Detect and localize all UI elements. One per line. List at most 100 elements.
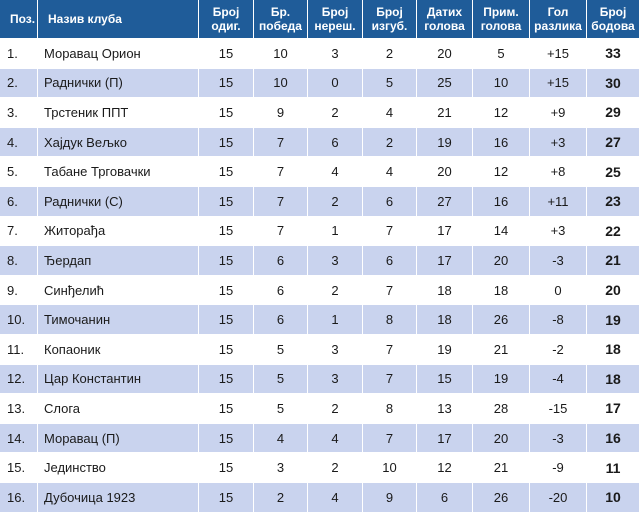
goals-for-cell: 19 bbox=[417, 127, 473, 158]
draws-cell: 1 bbox=[308, 305, 363, 335]
losses-cell: 8 bbox=[363, 305, 417, 335]
points-cell: 30 bbox=[587, 68, 640, 99]
draws-cell: 2 bbox=[308, 98, 363, 128]
losses-cell: 2 bbox=[363, 39, 417, 69]
position-cell: 16. bbox=[0, 482, 38, 513]
wins-cell: 3 bbox=[254, 453, 308, 483]
goals-for-cell: 18 bbox=[417, 275, 473, 306]
wins-cell: 10 bbox=[254, 68, 308, 99]
table-row: 3. Трстеник ППТ 15 9 2 4 21 12 +9 29 bbox=[0, 98, 640, 128]
goal-difference-cell: +3 bbox=[530, 216, 587, 247]
table-row: 7. Житорађа 15 7 1 7 17 14 +3 22 bbox=[0, 216, 640, 247]
wins-cell: 2 bbox=[254, 482, 308, 513]
goal-difference-cell: +9 bbox=[530, 98, 587, 128]
points-cell: 27 bbox=[587, 127, 640, 158]
played-cell: 15 bbox=[199, 364, 254, 395]
position-cell: 1. bbox=[0, 39, 38, 69]
goals-for-cell: 6 bbox=[417, 482, 473, 513]
goals-against-cell: 12 bbox=[473, 98, 530, 128]
table-row: 12. Цар Константин 15 5 3 7 15 19 -4 18 bbox=[0, 364, 640, 395]
table-row: 6. Раднички (С) 15 7 2 6 27 16 +11 23 bbox=[0, 186, 640, 217]
table-row: 14. Моравац (П) 15 4 4 7 17 20 -3 16 bbox=[0, 423, 640, 454]
played-cell: 15 bbox=[199, 334, 254, 365]
goals-for-cell: 13 bbox=[417, 394, 473, 424]
points-cell: 20 bbox=[587, 275, 640, 306]
goal-difference-cell: -2 bbox=[530, 334, 587, 365]
played-cell: 15 bbox=[199, 68, 254, 99]
position-cell: 13. bbox=[0, 394, 38, 424]
played-cell: 15 bbox=[199, 216, 254, 247]
points-cell: 18 bbox=[587, 334, 640, 365]
header-goals-against: Прим. голова bbox=[473, 0, 530, 39]
played-cell: 15 bbox=[199, 127, 254, 158]
header-wins: Бр. победа bbox=[254, 0, 308, 39]
header-club-name: Назив клуба bbox=[38, 0, 199, 39]
wins-cell: 5 bbox=[254, 334, 308, 365]
goals-against-cell: 26 bbox=[473, 482, 530, 513]
position-cell: 10. bbox=[0, 305, 38, 335]
goal-difference-cell: -3 bbox=[530, 246, 587, 276]
standings-body: 1. Моравац Орион 15 10 3 2 20 5 +15 33 2. Раднички … bbox=[0, 39, 640, 513]
points-cell: 19 bbox=[587, 305, 640, 335]
table-row: 9. Синђелић 15 6 2 7 18 18 0 20 bbox=[0, 275, 640, 306]
club-name-cell: Дубочица 1923 bbox=[38, 482, 199, 513]
losses-cell: 7 bbox=[363, 216, 417, 247]
goal-difference-cell: -9 bbox=[530, 453, 587, 483]
goal-difference-cell: +15 bbox=[530, 39, 587, 69]
wins-cell: 7 bbox=[254, 216, 308, 247]
table-row: 5. Табане Трговачки 15 7 4 4 20 12 +8 25 bbox=[0, 157, 640, 187]
losses-cell: 4 bbox=[363, 98, 417, 128]
club-name-cell: Тимочанин bbox=[38, 305, 199, 335]
club-name-cell: Трстеник ППТ bbox=[38, 98, 199, 128]
points-cell: 11 bbox=[587, 453, 640, 483]
draws-cell: 0 bbox=[308, 68, 363, 99]
club-name-cell: Моравац (П) bbox=[38, 423, 199, 454]
wins-cell: 7 bbox=[254, 127, 308, 158]
table-row: 2. Раднички (П) 15 10 0 5 25 10 +15 30 bbox=[0, 68, 640, 99]
position-cell: 7. bbox=[0, 216, 38, 247]
losses-cell: 7 bbox=[363, 275, 417, 306]
goals-against-cell: 21 bbox=[473, 334, 530, 365]
losses-cell: 4 bbox=[363, 157, 417, 187]
goals-against-cell: 20 bbox=[473, 423, 530, 454]
draws-cell: 6 bbox=[308, 127, 363, 158]
goal-difference-cell: +8 bbox=[530, 157, 587, 187]
draws-cell: 2 bbox=[308, 394, 363, 424]
wins-cell: 10 bbox=[254, 39, 308, 69]
position-cell: 4. bbox=[0, 127, 38, 158]
goals-against-cell: 16 bbox=[473, 127, 530, 158]
header-row: Поз. Назив клуба Број одиг. Бр. победа Бро… bbox=[0, 0, 640, 39]
wins-cell: 5 bbox=[254, 364, 308, 395]
wins-cell: 7 bbox=[254, 186, 308, 217]
goals-for-cell: 17 bbox=[417, 246, 473, 276]
club-name-cell: Цар Константин bbox=[38, 364, 199, 395]
club-name-cell: Хајдук Вељко bbox=[38, 127, 199, 158]
draws-cell: 4 bbox=[308, 482, 363, 513]
wins-cell: 4 bbox=[254, 423, 308, 454]
wins-cell: 6 bbox=[254, 305, 308, 335]
goals-against-cell: 19 bbox=[473, 364, 530, 395]
goals-for-cell: 25 bbox=[417, 68, 473, 99]
goals-for-cell: 21 bbox=[417, 98, 473, 128]
wins-cell: 9 bbox=[254, 98, 308, 128]
goals-for-cell: 18 bbox=[417, 305, 473, 335]
position-cell: 6. bbox=[0, 186, 38, 217]
header-draws: Број нереш. bbox=[308, 0, 363, 39]
club-name-cell: Слога bbox=[38, 394, 199, 424]
club-name-cell: Моравац Орион bbox=[38, 39, 199, 69]
played-cell: 15 bbox=[199, 246, 254, 276]
points-cell: 25 bbox=[587, 157, 640, 187]
goal-difference-cell: -20 bbox=[530, 482, 587, 513]
points-cell: 33 bbox=[587, 39, 640, 69]
table-row: 15. Јединство 15 3 2 10 12 21 -9 11 bbox=[0, 453, 640, 483]
position-cell: 11. bbox=[0, 334, 38, 365]
wins-cell: 6 bbox=[254, 275, 308, 306]
played-cell: 15 bbox=[199, 305, 254, 335]
losses-cell: 7 bbox=[363, 334, 417, 365]
wins-cell: 5 bbox=[254, 394, 308, 424]
table-row: 4. Хајдук Вељко 15 7 6 2 19 16 +3 27 bbox=[0, 127, 640, 158]
goals-for-cell: 27 bbox=[417, 186, 473, 217]
played-cell: 15 bbox=[199, 186, 254, 217]
club-name-cell: Раднички (С) bbox=[38, 186, 199, 217]
goals-for-cell: 12 bbox=[417, 453, 473, 483]
